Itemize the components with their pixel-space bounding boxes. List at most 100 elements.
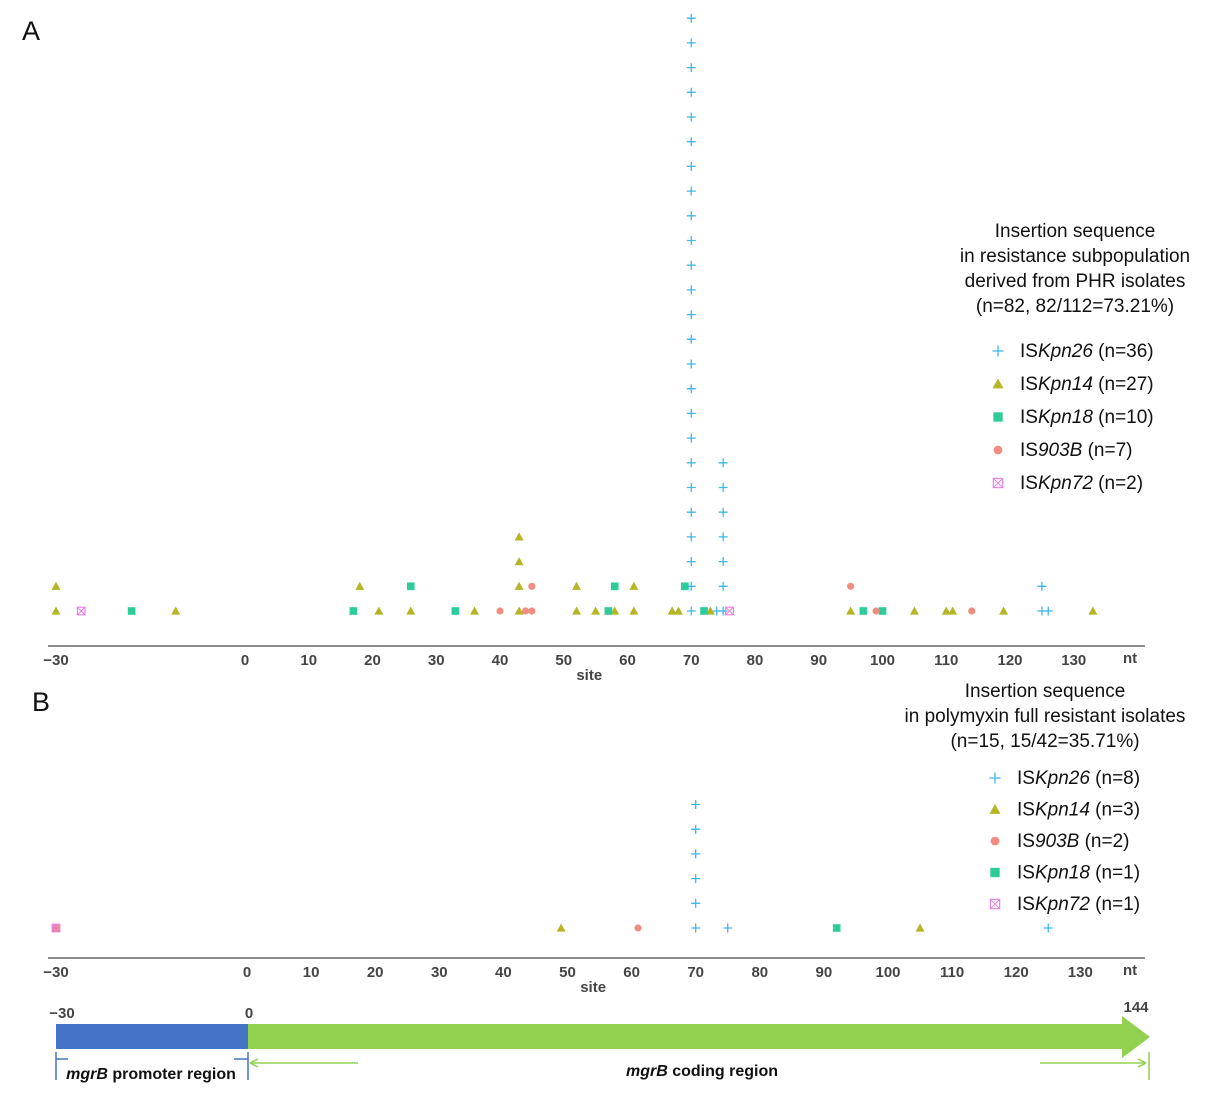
mgrb-gene-map: −30 0 144 mgrB promoter region mgrB codi…: [49, 999, 1150, 1083]
panel-b-legend-marker-iskpn26: [989, 772, 1001, 784]
panel-a-tick-label: 60: [619, 652, 636, 669]
panel-a-point-iskpn14: [171, 606, 181, 615]
panel-a-legend-marker-is903b: [993, 445, 1003, 455]
panel-a-legend-entry-iskpn18: ISKpn18 (n=10): [1020, 407, 1154, 428]
panel-a-point-iskpn18: [859, 607, 868, 615]
panel-a-point-iskpn26: [686, 285, 696, 295]
panel-a-legend-marker-iskpn72: [992, 477, 1004, 489]
panel-b-point-iskpn26: [691, 923, 701, 933]
panel-a-point-iskpn14: [514, 606, 524, 615]
coding-region-label: mgrB coding region: [626, 1063, 778, 1080]
panel-a-points: [51, 13, 1098, 616]
panel-a-label: A: [22, 16, 40, 46]
panel-b-tick-label: 10: [303, 964, 320, 981]
panel-a-point-iskpn14: [948, 606, 958, 615]
panel-b-legend-entry-iskpn72: ISKpn72 (n=1): [1017, 894, 1140, 915]
panel-a-point-iskpn26: [686, 13, 696, 23]
panel-a-point-iskpn26: [718, 507, 728, 517]
panel-a-tick-label: 0: [241, 652, 249, 669]
panel-a-point-iskpn18: [451, 607, 460, 615]
panel-b-tick-labels: −30 0 10 20 30 40 50 60 70 80 90 100 110 120 130: [43, 964, 1093, 981]
panel-a-x-axis-label: site: [576, 667, 602, 684]
panel-b-x-axis-label: site: [580, 979, 606, 996]
panel-a-legend-title-line: (n=82, 82/112=73.21%): [976, 296, 1174, 317]
panel-a-point-iskpn14: [629, 581, 639, 590]
panel-a-point-iskpn14: [629, 606, 639, 615]
panel-a-point-iskpn14: [1088, 606, 1098, 615]
panel-a-point-iskpn26: [686, 532, 696, 542]
panel-a-point-iskpn14: [374, 606, 384, 615]
panel-a-x-unit: nt: [1123, 650, 1137, 667]
legend-suffix: (n=36): [1093, 341, 1154, 362]
panel-a-point-is903b: [496, 607, 504, 615]
panel-a-legend-title-line: derived from PHR isolates: [965, 271, 1186, 292]
panel-a-point-iskpn26: [718, 483, 728, 492]
legend-prefix: IS: [1017, 768, 1035, 789]
panel-b-legend-title-line: in polymyxin full resistant isolates: [905, 706, 1186, 727]
panel-a-point-is903b: [847, 582, 855, 590]
panel-a-point-iskpn26: [686, 483, 696, 492]
legend-italic: Kpn14: [1038, 374, 1093, 395]
gene-map-zero-label: 0: [245, 1005, 253, 1022]
panel-a-tick-label: 80: [747, 652, 764, 669]
promoter-region-bar: [56, 1024, 248, 1049]
gene-map-end-label: 144: [1123, 999, 1149, 1016]
panel-b-legend-entry-iskpn26: ISKpn26 (n=8): [1017, 768, 1140, 789]
panel-b-legend-title-line: (n=15, 15/42=35.71%): [950, 731, 1139, 752]
panel-a-tick-label: 120: [997, 652, 1022, 669]
panel-b-tick-label: 90: [816, 964, 833, 981]
panel-a-point-iskpn14: [667, 606, 677, 615]
panel-a-point-iskpn14: [941, 606, 951, 615]
panel-b-tick-label: 130: [1068, 964, 1093, 981]
legend-italic: Kpn18: [1035, 863, 1090, 884]
panel-a-point-iskpn26: [686, 606, 696, 616]
panel-a-point-is903b: [872, 607, 880, 615]
panel-a-point-iskpn14: [514, 557, 524, 566]
panel-a-legend-entry-is903b: IS903B (n=7): [1020, 440, 1133, 461]
panel-a-point-iskpn26: [718, 532, 728, 542]
panel-a-legend-marker-iskpn26: [992, 345, 1004, 357]
legend-suffix: (n=2): [1093, 473, 1143, 494]
panel-b-point-iskpn26: [691, 800, 701, 809]
panel-a-tick-label: −30: [43, 652, 68, 669]
promoter-region-bracket: [55, 1052, 249, 1080]
panel-a-tick-label: 130: [1061, 652, 1086, 669]
panel-b-tick-label: −30: [43, 964, 68, 981]
panel-a-tick-label: 40: [492, 652, 509, 669]
panel-a-legend-entry-iskpn26: ISKpn26 (n=36): [1020, 341, 1154, 362]
legend-prefix: IS: [1020, 374, 1038, 395]
panel-b-point-iskpn26: [691, 898, 701, 908]
panel-a-point-iskpn26: [686, 310, 696, 320]
panel-b-tick-label: 110: [940, 964, 964, 981]
panel-a-point-iskpn18: [700, 607, 708, 615]
panel-a-point-iskpn26: [686, 137, 696, 147]
legend-italic: Kpn72: [1038, 473, 1093, 494]
legend-suffix: (n=1): [1090, 863, 1140, 884]
panel-a-tick-label: 100: [870, 652, 895, 669]
panel-a-point-iskpn14: [406, 606, 416, 615]
panel-b-legend-marker-iskpn18: [990, 867, 1000, 878]
panel-b-point-iskpn14: [556, 923, 566, 932]
panel-a-chart: −30 0 10 20 30 40 50 60 70 80 90 100 110 120 130 site …: [43, 13, 1190, 684]
legend-suffix: (n=10): [1093, 407, 1154, 428]
panel-a-point-iskpn26: [686, 161, 696, 171]
panel-a-point-iskpn14: [909, 606, 919, 615]
panel-b-tick-label: 60: [623, 964, 640, 981]
panel-a-legend-marker-iskpn14: [992, 378, 1004, 389]
legend-prefix: IS: [1020, 473, 1038, 494]
panel-a-point-iskpn26: [686, 557, 696, 567]
panel-b-point-iskpn72: [51, 923, 61, 933]
legend-prefix: IS: [1017, 894, 1035, 915]
panel-a-point-is903b: [521, 607, 530, 615]
panel-a-point-iskpn26: [686, 334, 696, 344]
legend-italic: Kpn18: [1038, 407, 1093, 428]
panel-a-point-iskpn14: [51, 581, 61, 590]
panel-a-point-iskpn18: [406, 582, 415, 591]
panel-a-tick-labels: −30 0 10 20 30 40 50 60 70 80 90 100 110 120 130: [43, 652, 1086, 669]
panel-b-legend-marker-is903b: [990, 836, 1000, 846]
coding-region-bracket: [249, 1052, 1150, 1080]
panel-a-point-iskpn26: [686, 112, 696, 122]
panel-a-tick-label: 90: [810, 652, 827, 669]
panel-b-x-unit: nt: [1123, 962, 1137, 979]
panel-a-point-iskpn26: [686, 236, 696, 245]
